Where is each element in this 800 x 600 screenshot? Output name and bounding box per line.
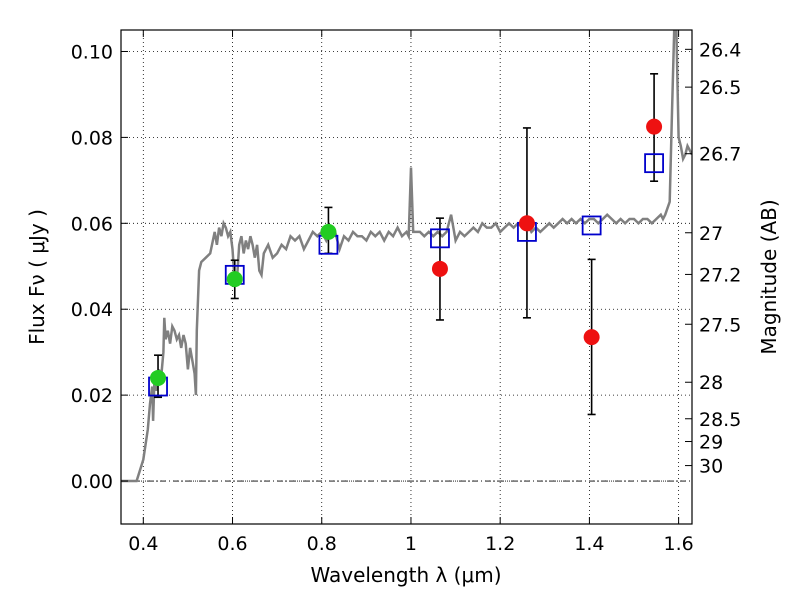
y-tick-label: 0.02 bbox=[71, 385, 113, 407]
observed-point bbox=[226, 271, 243, 288]
model-square-point bbox=[430, 228, 450, 249]
model-photometry bbox=[148, 153, 664, 397]
model-square-point bbox=[581, 215, 602, 236]
magnitude-tick-label: 26.7 bbox=[699, 144, 741, 166]
observed-point bbox=[518, 215, 535, 232]
x-ticks: 0.4 0.6 0.8 1 1.2 1.4 1.6 bbox=[128, 30, 694, 555]
y2-axis-label: Magnitude (AB) bbox=[757, 199, 781, 354]
magnitude-tick-label: 29 bbox=[699, 432, 723, 454]
observed-point bbox=[583, 329, 600, 346]
x-tick-label: 0.6 bbox=[217, 533, 247, 555]
y-tick-label: 0.10 bbox=[71, 41, 113, 63]
y-ticks: 0.00 0.02 0.04 0.06 0.08 0.10 bbox=[71, 41, 128, 493]
magnitude-tick-label: 27.5 bbox=[699, 314, 741, 336]
y-axis-label: Flux Fν ( μJy ) bbox=[25, 209, 49, 345]
y-tick-label: 0.06 bbox=[71, 213, 113, 235]
plot-frame bbox=[120, 29, 693, 525]
grid bbox=[121, 30, 692, 524]
y-tick-label: 0.00 bbox=[71, 471, 113, 493]
magnitude-tick-label: 27 bbox=[699, 223, 723, 245]
magnitude-tick-label: 28 bbox=[699, 372, 723, 394]
x-tick-label: 1 bbox=[405, 533, 417, 555]
y-tick-label: 0.08 bbox=[71, 127, 113, 149]
x-tick-label: 0.8 bbox=[307, 533, 337, 555]
x-tick-label: 1.6 bbox=[664, 533, 694, 555]
x-tick-label: 1.2 bbox=[485, 533, 515, 555]
x-axis-label: Wavelength λ (μm) bbox=[310, 563, 501, 587]
x-tick-label: 1.4 bbox=[574, 533, 604, 555]
observed-point bbox=[646, 118, 663, 135]
spectrum-line bbox=[121, 30, 692, 483]
magnitude-tick-label: 27.2 bbox=[699, 264, 741, 286]
model-square-point bbox=[644, 153, 664, 174]
magnitude-tick-label: 28.5 bbox=[699, 409, 741, 431]
magnitude-tick-label: 26.5 bbox=[699, 77, 741, 99]
observed-point bbox=[320, 223, 337, 240]
model-spectrum bbox=[121, 30, 692, 483]
y-tick-label: 0.04 bbox=[71, 299, 113, 321]
observed-point bbox=[150, 369, 167, 386]
magnitude-tick-label: 30 bbox=[699, 456, 723, 478]
x-tick-label: 0.4 bbox=[128, 533, 158, 555]
observed-photometry bbox=[150, 118, 663, 386]
magnitude-tick-label: 26.4 bbox=[699, 39, 741, 61]
observed-point bbox=[431, 260, 448, 277]
error-bars bbox=[154, 73, 659, 416]
